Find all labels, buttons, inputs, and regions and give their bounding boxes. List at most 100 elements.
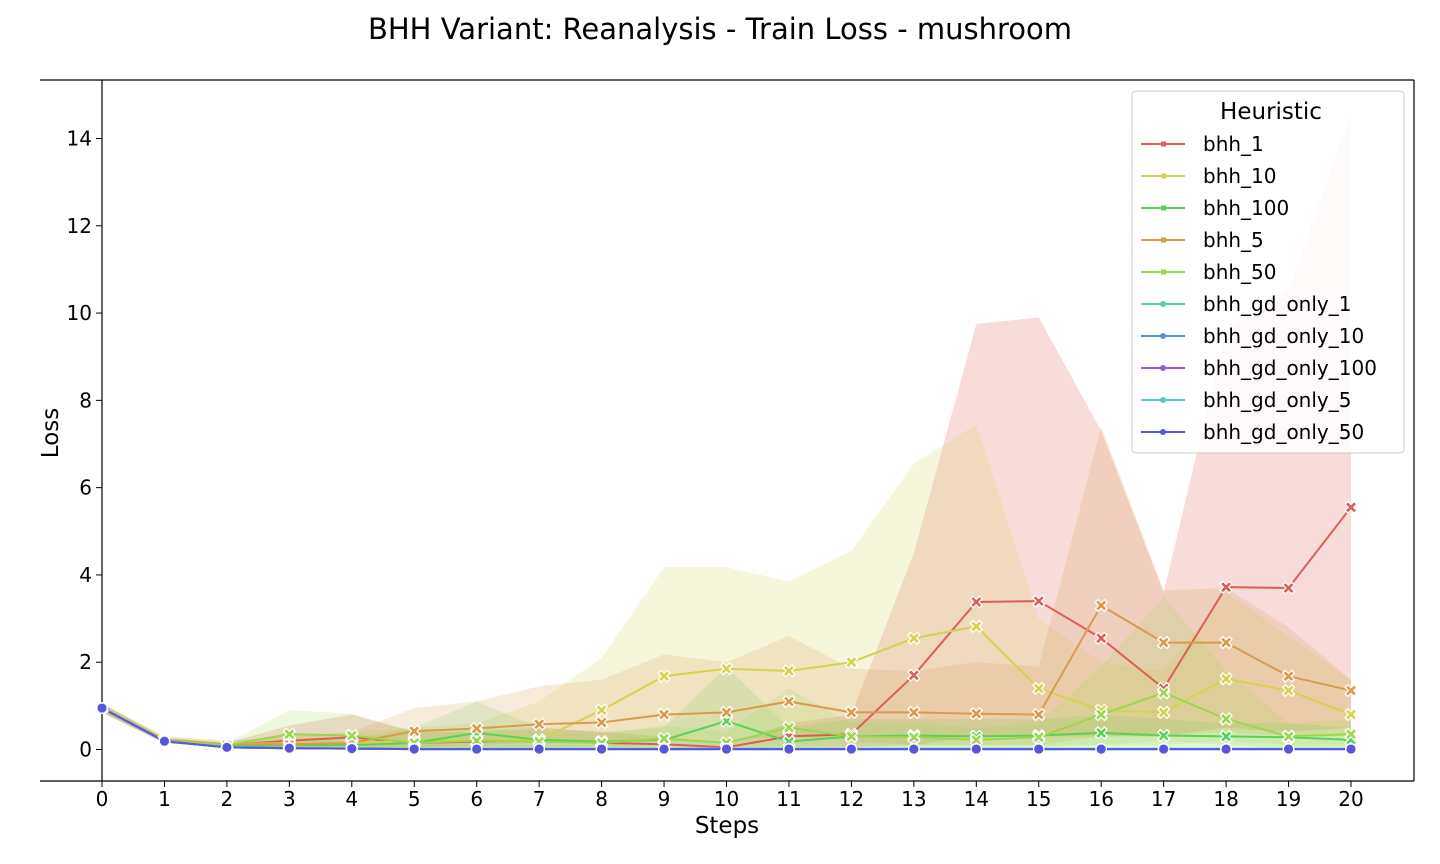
legend-swatch-marker [1161,269,1166,275]
x-tick-label: 7 [533,787,546,811]
point-bhh_10 [719,661,734,676]
y-tick-label: 12 [67,214,92,238]
legend-label: bhh_1 [1203,132,1264,156]
y-axis-label: Loss [38,408,64,458]
legend-title: Heuristic [1220,99,1322,125]
point-bhh_gd_only_50 [845,743,858,755]
point-bhh_gd_only_50 [283,742,296,754]
x-tick-label: 11 [776,787,801,811]
legend-label: bhh_gd_only_5 [1203,388,1351,412]
chart-title: BHH Variant: Reanalysis - Train Loss - m… [368,12,1072,46]
point-bhh_gd_only_50 [783,743,795,755]
point-bhh_gd_only_50 [720,743,733,755]
point-bhh_5 [1031,707,1046,722]
band-bhh_5 [102,426,1351,748]
point-bhh_1 [969,595,984,609]
point-bhh_5 [907,705,921,720]
y-tick-label: 2 [79,650,92,674]
point-bhh_50 [282,727,297,741]
legend-swatch-marker [1161,141,1166,147]
legend-label: bhh_5 [1203,228,1264,252]
point-bhh_50 [345,728,359,743]
band-bhh_10 [102,424,1351,748]
y-tick-label: 4 [79,563,92,587]
point-bhh_5 [1281,669,1296,683]
point-bhh_gd_only_50 [345,742,358,755]
legend-swatch-marker [1160,429,1166,435]
legend-swatch-marker [1160,397,1166,403]
point-bhh_1 [1219,580,1233,594]
point-bhh_gd_only_50 [533,743,545,755]
point-bhh_10 [969,619,984,634]
x-tick-label: 4 [345,787,358,811]
x-tick-label: 14 [964,787,989,811]
point-bhh_gd_only_50 [1282,743,1295,755]
point-bhh_50 [1156,685,1171,700]
point-bhh_gd_only_50 [1220,743,1232,755]
point-bhh_100 [1219,729,1233,744]
axes: 0 1 2 3 4 5 6 7 8 9 10 11 12 13 14 15 16 17 18 19 2002468101… [40,79,1415,811]
x-tick-label: 8 [595,787,608,811]
point-bhh_gd_only_50 [970,743,983,755]
point-bhh_10 [1344,707,1358,722]
point-bhh_5 [594,715,609,730]
point-bhh_gd_only_50 [408,743,421,755]
point-bhh_5 [844,705,859,720]
point-bhh_1 [1344,500,1358,515]
legend-swatch-marker [1161,205,1166,211]
point-bhh_50 [1031,730,1046,745]
legend-label: bhh_10 [1203,164,1277,188]
point-bhh_gd_only_50 [470,743,483,755]
point-bhh_1 [1031,594,1046,608]
x-tick-label: 19 [1276,787,1301,811]
x-tick-label: 3 [283,787,296,811]
y-tick-label: 8 [79,388,92,412]
point-bhh_50 [1281,729,1296,744]
point-bhh_50 [1344,727,1358,741]
x-tick-label: 17 [1151,787,1176,811]
x-tick-label: 1 [158,787,171,811]
point-bhh_50 [1094,707,1108,722]
band-bhh_1 [102,112,1351,749]
point-bhh_10 [1031,681,1046,696]
point-bhh_10 [782,664,796,678]
x-tick-label: 20 [1338,787,1363,811]
legend-swatch-marker [1160,333,1166,339]
point-bhh_gd_only_50 [96,702,108,714]
legend-swatch-marker [1161,173,1166,179]
point-bhh_1 [907,668,921,683]
point-bhh_gd_only_50 [595,743,608,755]
legend-label: bhh_50 [1203,260,1277,284]
point-bhh_10 [1219,672,1233,686]
x-tick-label: 5 [408,787,421,811]
point-bhh_5 [532,717,546,731]
x-tick-label: 0 [96,787,109,811]
y-tick-label: 6 [79,476,92,500]
legend-label: bhh_gd_only_50 [1203,420,1364,444]
x-tick-label: 18 [1213,787,1238,811]
legend-swatch-marker [1161,237,1166,243]
x-tick-label: 12 [839,787,864,811]
point-bhh_5 [407,724,422,738]
x-axis-label: Steps [695,813,759,839]
point-bhh_1 [1281,581,1296,595]
legend-swatch-marker [1160,365,1166,371]
point-bhh_gd_only_50 [658,743,670,755]
point-bhh_5 [1344,683,1358,698]
legend: Heuristic bhh_1 bhh_10 bhh_100 bhh_5 bhh_50bh… [1131,90,1405,454]
point-bhh_10 [657,669,671,683]
point-bhh_5 [782,694,796,709]
point-bhh_gd_only_50 [908,743,920,755]
legend-box [1131,90,1405,454]
point-bhh_10 [1281,683,1296,698]
point-bhh_50 [1219,712,1233,726]
legend-label: bhh_gd_only_10 [1203,324,1364,348]
point-bhh_10 [594,703,609,717]
legend-label: bhh_gd_only_100 [1203,356,1377,380]
point-bhh_10 [1156,705,1171,720]
y-tick-label: 0 [79,738,92,762]
point-bhh_5 [1219,635,1233,650]
point-bhh_100 [1094,726,1108,740]
x-tick-label: 13 [901,787,926,811]
